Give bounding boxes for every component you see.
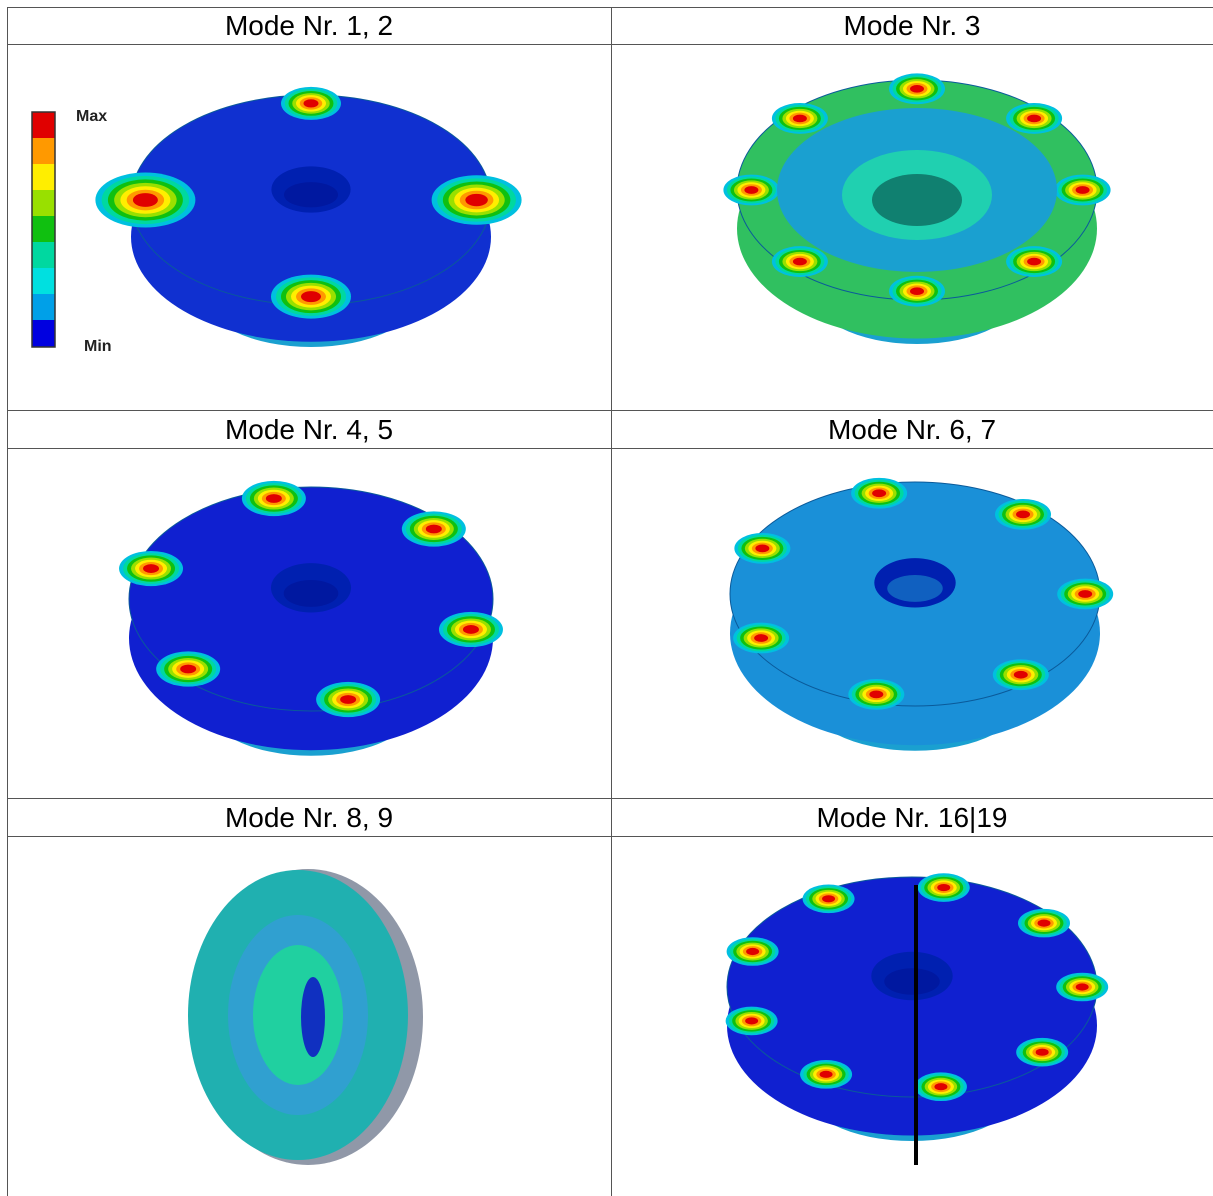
mode-image (612, 449, 1212, 797)
cell-title: Mode Nr. 4, 5 (7, 411, 611, 448)
table-border (7, 410, 1213, 411)
shape (133, 193, 158, 207)
shape (253, 945, 343, 1085)
shape (937, 884, 950, 891)
shape (1076, 186, 1090, 194)
mode-image (612, 837, 1212, 1196)
color-legend (31, 111, 57, 351)
mode-image (8, 837, 610, 1196)
shape (822, 895, 835, 902)
shape (746, 948, 759, 955)
shape (1027, 258, 1041, 266)
shape (340, 695, 356, 704)
shape (869, 690, 883, 698)
shape (1014, 671, 1028, 679)
shape (872, 174, 962, 226)
shape (1036, 1049, 1049, 1056)
cell-title: Mode Nr. 1, 2 (7, 7, 611, 44)
mode-image (612, 45, 1212, 409)
shape (793, 258, 807, 266)
table-border (7, 448, 1213, 449)
shape (755, 545, 769, 553)
table-border (7, 836, 1213, 837)
table-border (7, 7, 1213, 8)
shape (745, 1017, 758, 1024)
shape (1016, 511, 1030, 519)
shape (304, 99, 319, 107)
shape (872, 489, 886, 497)
shape (284, 182, 338, 207)
shape (934, 1083, 947, 1090)
shape (143, 564, 159, 573)
shape (266, 494, 282, 503)
shape (1078, 590, 1092, 598)
shape (910, 287, 924, 295)
shape (1076, 983, 1089, 990)
shape (426, 525, 442, 534)
shape (910, 85, 924, 93)
shape (914, 885, 918, 1165)
legend-min: Min (84, 338, 112, 356)
table-border (7, 7, 8, 1196)
shape (754, 634, 768, 642)
figure-table: Mode Nr. 1, 2 Mode Nr. 3 Mode Nr. 4, 5 M… (0, 0, 1213, 1196)
mode-image (8, 449, 610, 797)
shape (180, 665, 196, 674)
shape (463, 625, 479, 634)
cell-title: Mode Nr. 6, 7 (611, 411, 1213, 448)
table-border (7, 44, 1213, 45)
shape (887, 575, 943, 602)
shape (284, 580, 339, 607)
cell-title: Mode Nr. 3 (611, 7, 1213, 44)
cell-title: Mode Nr. 8, 9 (7, 799, 611, 836)
shape (1038, 920, 1051, 927)
shape (301, 977, 325, 1057)
shape (301, 291, 321, 302)
cell-title: Mode Nr. 16|19 (611, 799, 1213, 836)
shape (793, 115, 807, 123)
shape (884, 968, 940, 994)
shape (744, 186, 758, 194)
shape (1027, 115, 1041, 123)
shape (465, 194, 488, 206)
table-border (7, 798, 1213, 799)
legend-max: Max (76, 108, 107, 126)
table-border (611, 7, 612, 1196)
shape (820, 1071, 833, 1078)
